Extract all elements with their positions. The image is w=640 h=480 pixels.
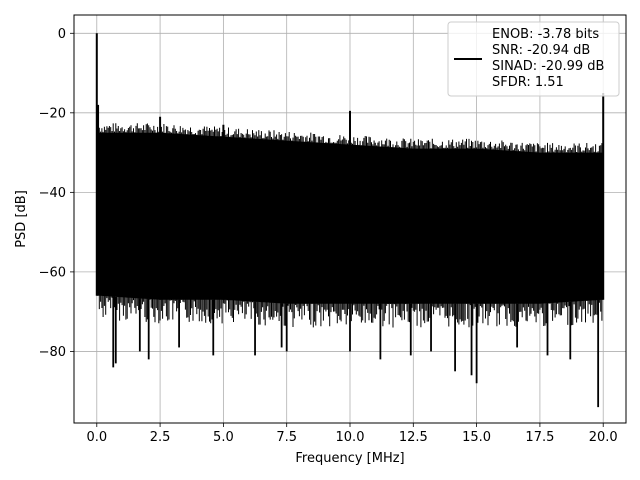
legend-entry-snr: SNR: -20.94 dB bbox=[492, 43, 590, 58]
legend-entry-enob: ENOB: -3.78 bits bbox=[492, 27, 599, 42]
x-tick-label: 5.0 bbox=[213, 430, 234, 445]
y-tick-label: −80 bbox=[39, 345, 66, 360]
axis-ticks: 0.0 2.5 5.0 7.5 10.0 12.5 15.0 17.5 20.0 0 −20 −40 −… bbox=[39, 27, 618, 445]
x-tick-label: 12.5 bbox=[399, 430, 428, 445]
y-tick-label: −20 bbox=[39, 106, 66, 121]
x-tick-label: 20.0 bbox=[589, 430, 618, 445]
y-tick-label: −60 bbox=[39, 265, 66, 280]
y-tick-label: 0 bbox=[58, 27, 66, 42]
x-tick-label: 2.5 bbox=[150, 430, 171, 445]
legend-box bbox=[447, 21, 620, 97]
y-axis-label: PSD [dB] bbox=[14, 190, 29, 248]
noise-trace-texture bbox=[98, 123, 603, 328]
axes-frame bbox=[73, 14, 627, 424]
legend-entry-sfdr: SFDR: 1.51 bbox=[492, 75, 564, 90]
plot-area bbox=[95, 33, 605, 408]
x-tick-label: 10.0 bbox=[336, 430, 365, 445]
x-tick-label: 17.5 bbox=[525, 430, 554, 445]
x-tick-label: 15.0 bbox=[462, 430, 491, 445]
legend-entry-sinad: SINAD: -20.99 dB bbox=[492, 59, 604, 74]
noise-floor bbox=[98, 123, 604, 328]
x-tick-label: 0.0 bbox=[86, 430, 107, 445]
x-axis-label: Frequency [MHz] bbox=[295, 451, 404, 466]
x-tick-label: 7.5 bbox=[276, 430, 297, 445]
y-tick-label: −40 bbox=[39, 186, 66, 201]
psd-trace bbox=[95, 33, 605, 408]
legend: ENOB: -3.78 bits SNR: -20.94 dB SINAD: -… bbox=[447, 21, 620, 97]
